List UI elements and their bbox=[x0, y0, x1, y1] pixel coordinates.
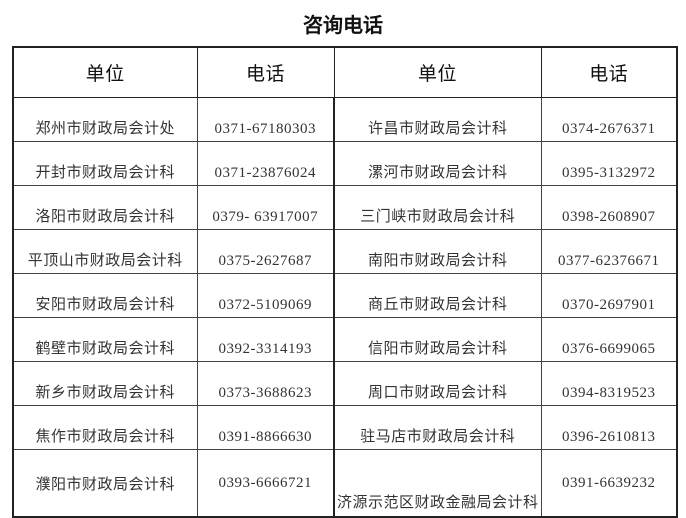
unit-cell: 驻马店市财政局会计科 bbox=[333, 405, 542, 450]
table-header-row: 单位 电话 单位 电话 bbox=[12, 46, 678, 98]
phone-cell: 0391-8866630 bbox=[196, 405, 335, 450]
phone-cell: 0371-23876024 bbox=[196, 141, 335, 186]
phone-cell: 0371-67180303 bbox=[196, 97, 335, 142]
table-row: 洛阳市财政局会计科 0379- 63917007 三门峡市财政局会计科 0398-26… bbox=[12, 185, 678, 230]
unit-cell: 许昌市财政局会计科 bbox=[333, 97, 542, 142]
table-row: 安阳市财政局会计科 0372-5109069 商丘市财政局会计科 0370-26979… bbox=[12, 273, 678, 318]
phone-cell: 0391-6639232 bbox=[540, 449, 678, 518]
phone-cell: 0394-8319523 bbox=[540, 361, 678, 406]
unit-cell: 开封市财政局会计科 bbox=[12, 141, 198, 186]
phone-cell: 0379- 63917007 bbox=[196, 185, 335, 230]
unit-cell: 新乡市财政局会计科 bbox=[12, 361, 198, 406]
table-row: 平顶山市财政局会计科 0375-2627687 南阳市财政局会计科 0377-6237… bbox=[12, 229, 678, 274]
table-row: 新乡市财政局会计科 0373-3688623 周口市财政局会计科 0394-83195… bbox=[12, 361, 678, 406]
unit-cell: 三门峡市财政局会计科 bbox=[333, 185, 542, 230]
table-row: 濮阳市财政局会计科 0393-6666721 济源示范区财政金融局会计科 0391-6… bbox=[12, 449, 678, 518]
unit-cell: 鹤壁市财政局会计科 bbox=[12, 317, 198, 362]
header-phone: 电话 bbox=[540, 46, 678, 98]
unit-cell: 商丘市财政局会计科 bbox=[333, 273, 542, 318]
unit-cell: 济源示范区财政金融局会计科 bbox=[333, 449, 542, 518]
unit-cell: 濮阳市财政局会计科 bbox=[12, 449, 198, 518]
phone-cell: 0396-2610813 bbox=[540, 405, 678, 450]
phone-cell: 0372-5109069 bbox=[196, 273, 335, 318]
unit-cell: 郑州市财政局会计处 bbox=[12, 97, 198, 142]
table-row: 开封市财政局会计科 0371-23876024 漯河市财政局会计科 0395-3132… bbox=[12, 141, 678, 186]
phone-cell: 0375-2627687 bbox=[196, 229, 335, 274]
table-row: 焦作市财政局会计科 0391-8866630 驻马店市财政局会计科 0396-2610… bbox=[12, 405, 678, 450]
unit-cell: 南阳市财政局会计科 bbox=[333, 229, 542, 274]
phone-cell: 0373-3688623 bbox=[196, 361, 335, 406]
phone-cell: 0376-6699065 bbox=[540, 317, 678, 362]
phone-cell: 0377-62376671 bbox=[540, 229, 678, 274]
unit-cell: 信阳市财政局会计科 bbox=[333, 317, 542, 362]
unit-cell: 焦作市财政局会计科 bbox=[12, 405, 198, 450]
unit-cell: 漯河市财政局会计科 bbox=[333, 141, 542, 186]
header-phone: 电话 bbox=[196, 46, 335, 98]
table-row: 鹤壁市财政局会计科 0392-3314193 信阳市财政局会计科 0376-66990… bbox=[12, 317, 678, 362]
phone-cell: 0398-2608907 bbox=[540, 185, 678, 230]
table-row: 郑州市财政局会计处 0371-67180303 许昌市财政局会计科 0374-2676… bbox=[12, 97, 678, 142]
phone-cell: 0370-2697901 bbox=[540, 273, 678, 318]
phone-cell: 0395-3132972 bbox=[540, 141, 678, 186]
contact-table: 单位 电话 单位 电话 郑州市财政局会计处 0371-67180303 许昌市财政局… bbox=[12, 46, 678, 518]
header-unit: 单位 bbox=[333, 46, 542, 98]
phone-cell: 0374-2676371 bbox=[540, 97, 678, 142]
phone-cell: 0392-3314193 bbox=[196, 317, 335, 362]
unit-cell: 洛阳市财政局会计科 bbox=[12, 185, 198, 230]
phone-cell: 0393-6666721 bbox=[196, 449, 335, 518]
page-title: 咨询电话 bbox=[303, 13, 383, 37]
unit-cell: 周口市财政局会计科 bbox=[333, 361, 542, 406]
header-unit: 单位 bbox=[12, 46, 198, 98]
unit-cell: 安阳市财政局会计科 bbox=[12, 273, 198, 318]
unit-cell: 平顶山市财政局会计科 bbox=[12, 229, 198, 274]
